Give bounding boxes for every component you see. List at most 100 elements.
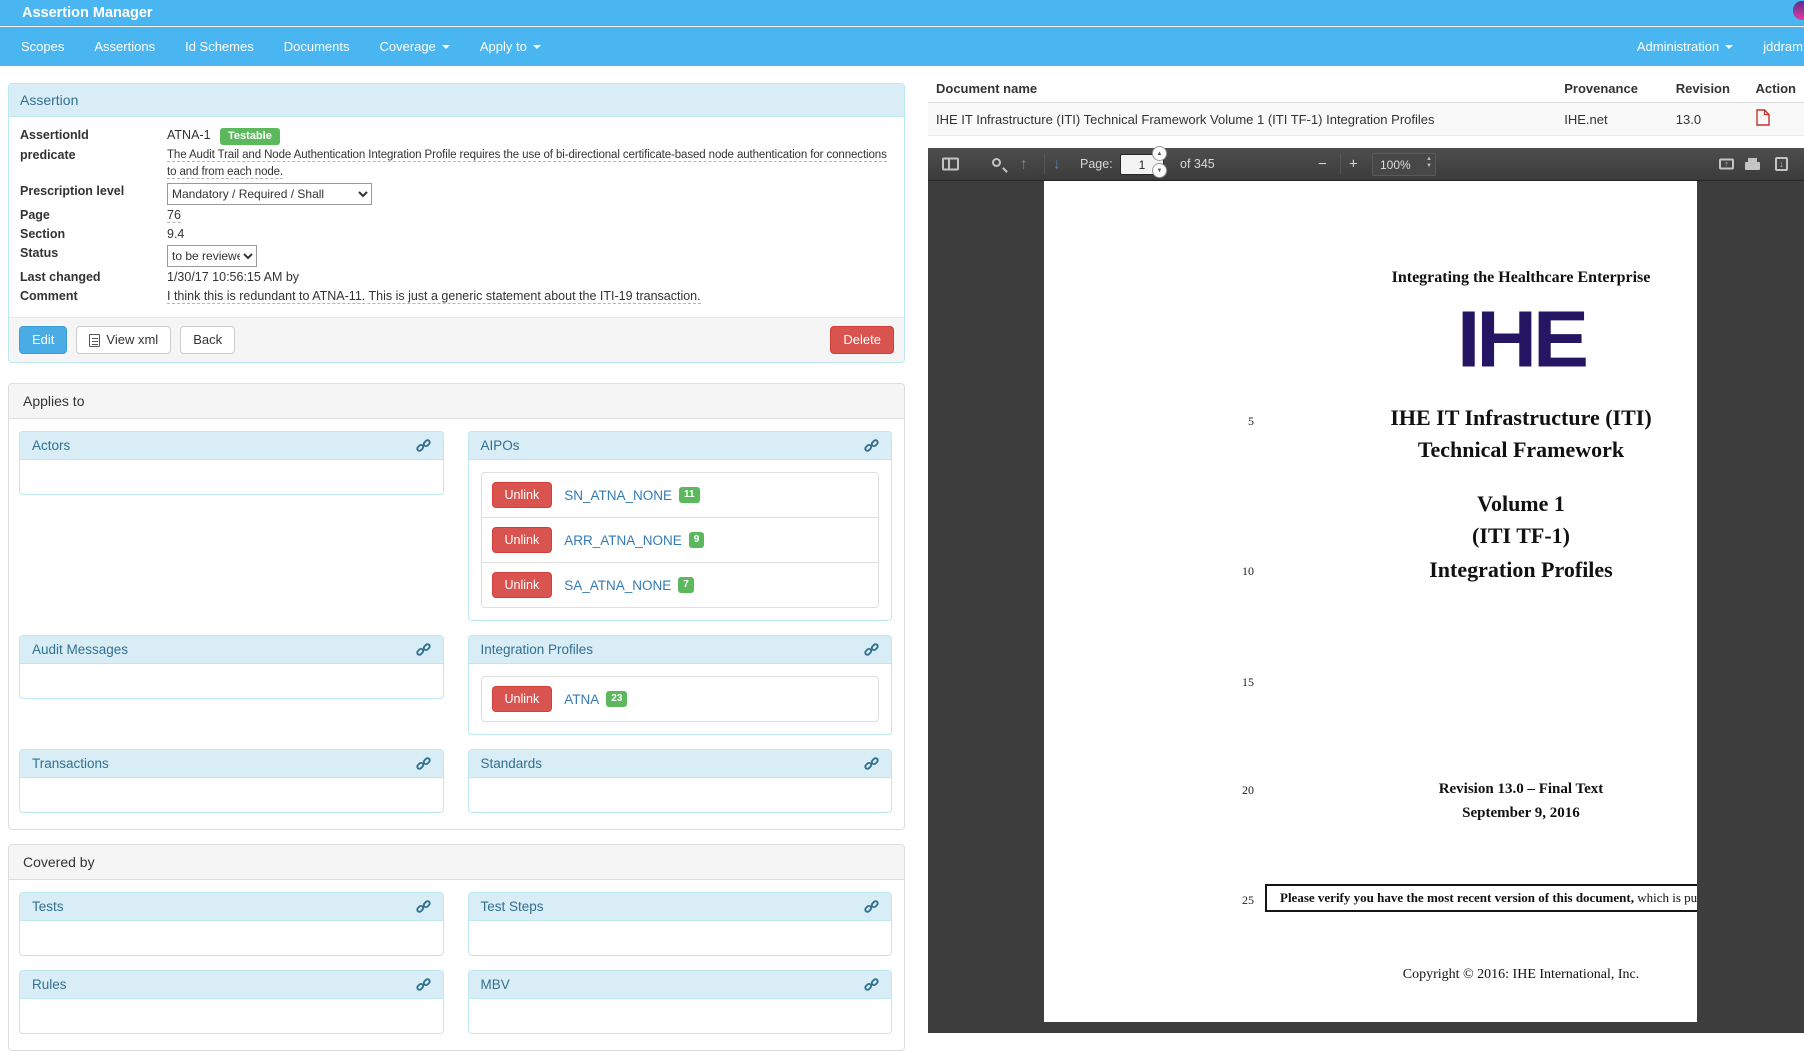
doc-title-line: IHE IT Infrastructure (ITI)	[1390, 405, 1652, 430]
nav-item-apply-to[interactable]: Apply to	[465, 27, 556, 66]
actors-title: Actors	[32, 438, 71, 453]
select-arrows-icon: ▲ ▼	[1426, 156, 1432, 169]
aipo-row: Unlink SA_ATNA_NONE 7	[481, 562, 878, 607]
link-icon[interactable]	[415, 899, 431, 914]
test-steps-empty-body	[469, 921, 892, 955]
pdf-scroll-area[interactable]: Integrating the Healthcare Enterprise IH…	[928, 181, 1804, 1033]
link-icon[interactable]	[864, 642, 879, 657]
link-icon[interactable]	[864, 756, 879, 771]
link-icon[interactable]	[415, 642, 431, 657]
nav-item-documents[interactable]: Documents	[269, 27, 365, 66]
col-provenance: Provenance	[1556, 74, 1668, 103]
unlink-button[interactable]: Unlink	[491, 527, 553, 553]
standards-title: Standards	[480, 756, 543, 771]
aipo-link[interactable]: ARR_ATNA_NONE	[564, 532, 682, 548]
app-title: Assertion Manager	[22, 5, 153, 21]
page-spinner-down[interactable]: ▼	[1152, 163, 1167, 178]
nav-item-assertions[interactable]: Assertions	[79, 27, 170, 66]
link-icon[interactable]	[415, 977, 431, 992]
comment-label: Comment	[20, 289, 78, 303]
nav-label: Assertions	[94, 39, 156, 54]
link-icon[interactable]	[415, 756, 431, 771]
tests-title: Tests	[32, 899, 64, 914]
zoom-level-select[interactable]: 100% ▲ ▼	[1372, 153, 1436, 176]
aipos-title: AIPOs	[480, 438, 520, 453]
download-icon[interactable]: ↓	[1775, 157, 1788, 171]
link-icon[interactable]	[415, 438, 431, 453]
document-column: Document name Provenance Revision Action…	[928, 66, 1804, 1041]
toolbar-divider	[1044, 154, 1045, 174]
test-steps-title: Test Steps	[480, 899, 544, 914]
nav-item-coverage[interactable]: Coverage	[364, 27, 464, 66]
main-navbar: Scopes Assertions Id Schemes Documents C…	[0, 27, 1804, 66]
actors-panel: Actors	[19, 431, 444, 495]
link-icon[interactable]	[864, 438, 879, 453]
aipo-link[interactable]: SN_ATNA_NONE	[564, 487, 673, 503]
integration-profiles-panel: Integration Profiles Unlink ATNA 23	[467, 635, 892, 735]
rules-title: Rules	[32, 977, 67, 992]
revision-cell: 13.0	[1667, 102, 1748, 136]
tests-empty-body	[20, 921, 443, 955]
nav-item-administration[interactable]: Administration	[1622, 27, 1748, 66]
edit-button[interactable]: Edit	[19, 326, 68, 354]
aipo-link[interactable]: SA_ATNA_NONE	[564, 577, 672, 593]
transactions-empty-body	[20, 778, 443, 812]
nav-item-username[interactable]: jddram	[1748, 27, 1804, 66]
search-icon[interactable]	[992, 158, 1001, 167]
assertionid-label: AssertionId	[20, 128, 89, 142]
delete-button[interactable]: Delete	[830, 326, 894, 354]
pdf-viewer: ↑ ↓ Page: ▲ ▼ of 345 − + 100% ▲▼ ↑ ↓ Int…	[928, 146, 1804, 1033]
mbv-panel: MBV	[467, 970, 892, 1034]
assertion-panel-title: Assertion	[9, 84, 904, 117]
pdf-toolbar: ↑ ↓ Page: ▲ ▼ of 345 − + 100% ▲▼ ↑ ↓	[928, 146, 1804, 181]
open-file-icon[interactable]: ↑	[1719, 158, 1734, 170]
actors-empty-body	[20, 460, 443, 494]
caret-down-icon	[532, 44, 541, 53]
unlink-button[interactable]: Unlink	[491, 686, 553, 712]
prescription-level-select[interactable]: Mandatory / Required / Shall	[167, 183, 372, 205]
col-document-name: Document name	[928, 74, 1557, 103]
pdf-file-icon[interactable]	[1755, 109, 1770, 129]
view-xml-button[interactable]: View xml	[76, 326, 172, 354]
rules-panel: Rules	[19, 970, 444, 1034]
page-label: Page	[20, 208, 50, 222]
nav-item-scopes[interactable]: Scopes	[6, 27, 79, 66]
audit-messages-panel: Audit Messages	[19, 635, 444, 699]
nav-label: Documents	[283, 39, 350, 54]
zoom-out-icon[interactable]: −	[1318, 155, 1327, 173]
title-bar: Assertion Manager	[0, 0, 1804, 26]
doc-date-line: September 9, 2016	[1462, 805, 1580, 821]
nav-label: Id Schemes	[185, 39, 254, 54]
document-name-cell: IHE IT Infrastructure (ITI) Technical Fr…	[928, 102, 1557, 136]
page-spinner-up[interactable]: ▲	[1152, 146, 1167, 161]
page-up-icon[interactable]: ↑	[1020, 155, 1028, 173]
status-select[interactable]: to be reviewed	[167, 245, 257, 267]
unlink-button[interactable]: Unlink	[491, 482, 553, 508]
unlink-button[interactable]: Unlink	[491, 572, 553, 598]
assertion-panel-footer: Edit View xml Back Delete	[9, 317, 904, 362]
back-button[interactable]: Back	[180, 326, 236, 354]
link-icon[interactable]	[864, 899, 879, 914]
zoom-in-icon[interactable]: +	[1349, 155, 1358, 173]
doc-revision-line: Revision 13.0 – Final Text	[1438, 781, 1604, 797]
sidebar-toggle-icon[interactable]	[942, 157, 959, 171]
transactions-panel: Transactions	[19, 749, 444, 813]
integration-profile-link[interactable]: ATNA	[564, 691, 600, 707]
view-xml-label: View xml	[106, 332, 159, 347]
standards-empty-body	[469, 778, 892, 812]
nav-label: Administration	[1636, 39, 1720, 54]
nav-item-id-schemes[interactable]: Id Schemes	[170, 27, 269, 66]
count-badge: 11	[679, 487, 700, 503]
covered-by-panel: Covered by Tests Test Steps	[8, 844, 905, 1051]
aipo-row: Unlink SN_ATNA_NONE 11	[482, 473, 879, 517]
last-changed-label: Last changed	[20, 270, 101, 284]
testable-badge: Testable	[220, 128, 280, 145]
link-icon[interactable]	[864, 977, 879, 992]
zoom-level-value: 100%	[1380, 157, 1411, 172]
aipo-row: Unlink ARR_ATNA_NONE 9	[481, 517, 878, 562]
print-icon[interactable]	[1745, 158, 1760, 170]
page-down-icon[interactable]: ↓	[1053, 155, 1061, 173]
integration-profile-row: Unlink ATNA 23	[482, 677, 879, 721]
assertionid-value: ATNA-1	[167, 128, 211, 142]
doc-volume-line: Volume 1	[1477, 491, 1565, 516]
